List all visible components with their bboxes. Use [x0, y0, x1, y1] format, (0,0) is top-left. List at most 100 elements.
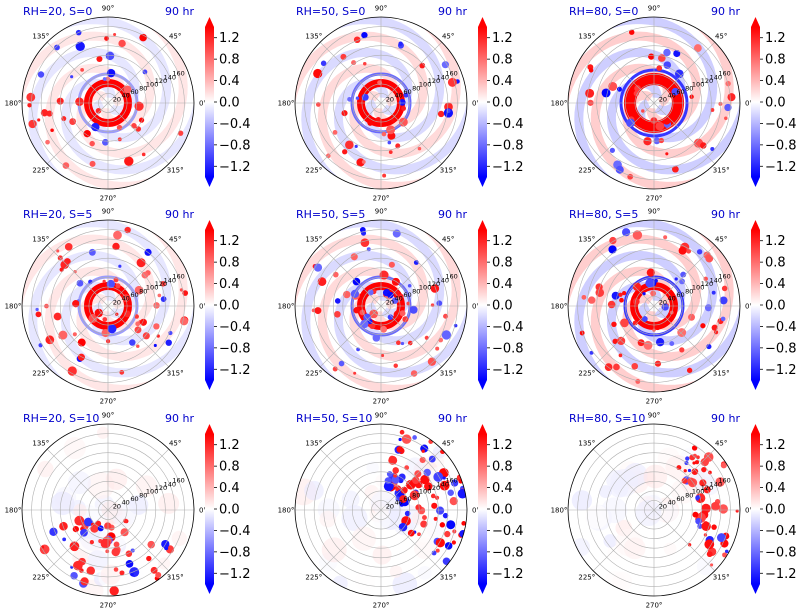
angle-tick-label: 0° — [472, 303, 480, 311]
field-blob — [105, 549, 110, 554]
field-blob — [63, 437, 86, 460]
field-blob — [367, 120, 373, 126]
field-blob — [663, 542, 677, 556]
field-blob — [59, 267, 64, 272]
panel-title: RH=50, S=0 — [296, 5, 365, 18]
colorbar-extend-top — [751, 220, 760, 230]
field-blob — [706, 344, 712, 350]
angle-tick-label: 135° — [305, 235, 322, 243]
field-blob — [622, 291, 627, 296]
field-blob — [353, 36, 361, 44]
polar-frame — [294, 423, 468, 597]
angular-grid-line — [380, 41, 443, 104]
colorbar: 1.2 0.8 0.4 0.0 −0.4 −0.8 −1.2 — [751, 220, 797, 390]
field-blob — [388, 261, 395, 268]
field-blob — [608, 81, 618, 91]
field-blob — [622, 228, 631, 237]
panel-title: RH=20, S=10 — [23, 412, 99, 425]
colorbar-tick-label: −0.8 — [765, 545, 797, 560]
colorbar-tick-label: −1.2 — [492, 160, 524, 175]
field-blob — [26, 92, 36, 102]
field-blob — [338, 360, 345, 367]
colorbar-tick-label: −1.2 — [765, 363, 797, 378]
field-blob — [724, 103, 732, 112]
field-blob — [643, 464, 668, 489]
angle-tick-label: 135° — [32, 32, 49, 40]
field-blob — [351, 60, 357, 66]
angular-grid-line — [653, 448, 716, 511]
field-blob — [720, 462, 727, 469]
field-blob — [369, 322, 376, 329]
field-blob — [106, 279, 116, 289]
angular-grid-line — [46, 448, 109, 511]
field-blob — [439, 522, 446, 528]
colorbar-extend-top — [205, 220, 214, 230]
angle-tick-label: 0° — [472, 100, 480, 108]
field-blob — [158, 492, 180, 514]
polar-panel: 90°45°0°315°270°225°180°135°20 40 60 801001… — [551, 5, 797, 203]
radial-tick-label: 40 — [122, 92, 130, 100]
field-blob — [355, 570, 375, 591]
panel-time-label: 90 hr — [711, 5, 740, 18]
field-blob — [424, 482, 433, 491]
field-blob — [705, 254, 714, 263]
colorbar-tick-label: −0.8 — [765, 138, 797, 153]
colorbar-extend-bottom — [751, 380, 760, 390]
field-blob — [632, 320, 638, 326]
field-blob — [436, 506, 445, 515]
radial-tick-label: 100 — [146, 488, 158, 496]
field-blob — [710, 563, 714, 567]
colorbar-tick-label: −1.2 — [765, 567, 797, 582]
field-blob — [399, 495, 408, 503]
polar-frame — [294, 16, 468, 190]
field-blob — [95, 108, 102, 114]
angle-tick-label: 270° — [646, 195, 663, 203]
angle-tick-label: 0° — [745, 100, 753, 108]
colorbar-tick-label: −0.4 — [492, 524, 524, 539]
angular-grid-line — [319, 102, 382, 165]
field-blob — [433, 516, 438, 521]
field-blob — [412, 435, 417, 440]
field-blob — [447, 77, 457, 87]
field-blob — [342, 149, 348, 155]
field-blob — [391, 119, 395, 123]
radial-tick-label: 40 — [395, 295, 403, 303]
field-blob — [679, 278, 685, 285]
angular-grid-line — [107, 244, 170, 307]
field-blob — [587, 296, 596, 304]
field-blob — [62, 537, 67, 542]
angular-grid-line — [46, 305, 109, 368]
angle-tick-label: 135° — [578, 235, 595, 243]
field-blob — [387, 291, 394, 299]
field-blob — [370, 491, 394, 515]
field-blob — [35, 311, 42, 318]
colorbar-tick-label: 0.0 — [492, 96, 513, 111]
field-blob — [650, 290, 657, 297]
field-blob — [136, 258, 146, 268]
field-blob — [138, 117, 145, 123]
field-blob — [91, 122, 100, 132]
panel-time-label: 90 hr — [165, 5, 194, 18]
field-blob — [393, 473, 398, 478]
field-blob — [671, 87, 680, 96]
panel-title: RH=20, S=5 — [23, 208, 92, 221]
field-blob — [585, 88, 595, 98]
field-blob — [678, 246, 687, 255]
field-blob — [112, 242, 120, 251]
colorbar-tick-label: 0.4 — [492, 481, 513, 496]
field-blob — [115, 312, 119, 316]
radial-tick-label: 40 — [668, 92, 676, 100]
field-blob — [399, 429, 405, 435]
angle-tick-label: 90° — [375, 412, 387, 420]
field-blob — [430, 493, 436, 499]
radial-tick-label: 80 — [412, 84, 420, 92]
angular-grid-line — [653, 305, 716, 368]
field-blob — [383, 481, 394, 492]
angular-grid-line — [319, 509, 382, 572]
radial-tick-label: 120 — [155, 280, 167, 288]
field-blob — [332, 271, 339, 278]
field-blob — [604, 363, 613, 371]
radial-tick-label: 60 — [676, 291, 684, 299]
field-blob — [89, 540, 94, 545]
radial-tick-label: 60 — [130, 495, 138, 503]
